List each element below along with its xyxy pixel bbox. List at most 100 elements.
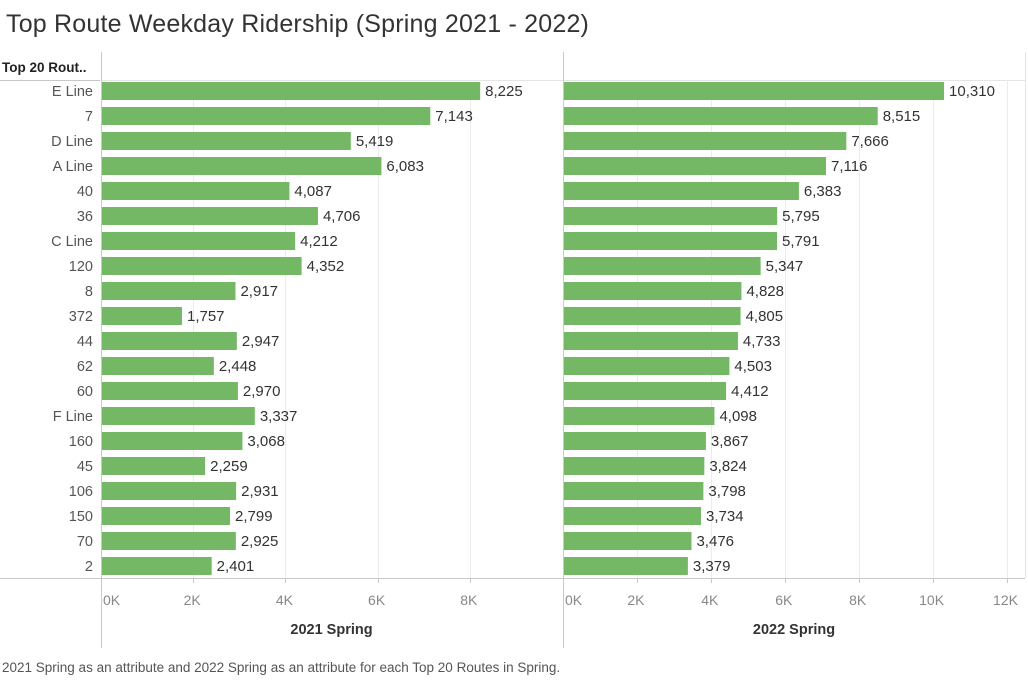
bar-1-8: [102, 282, 236, 300]
data-label-2-16: 3,798: [708, 483, 746, 500]
tick-label-1-2: 4K: [276, 592, 294, 608]
bar-2-14: [564, 432, 706, 450]
category-label-13: F Line: [53, 409, 93, 425]
data-label-1-1: 7,143: [435, 108, 473, 125]
data-label-1-3: 6,083: [386, 158, 424, 175]
data-label-2-15: 3,824: [709, 458, 747, 475]
bar-1-13: [102, 407, 255, 425]
data-label-1-2: 5,419: [356, 133, 394, 150]
category-label-9: 372: [69, 309, 93, 325]
data-label-2-10: 4,733: [743, 333, 781, 350]
bar-1-14: [102, 432, 243, 450]
data-label-1-13: 3,337: [260, 408, 298, 425]
category-label-16: 106: [69, 484, 93, 500]
bar-1-16: [102, 482, 237, 500]
data-label-1-17: 2,799: [235, 508, 273, 525]
category-label-14: 160: [69, 434, 93, 450]
data-label-1-6: 4,212: [300, 233, 338, 250]
data-label-2-9: 4,805: [746, 308, 784, 325]
category-label-4: 40: [77, 184, 93, 200]
category-label-15: 45: [77, 459, 93, 475]
data-label-2-17: 3,734: [706, 508, 744, 525]
bar-1-18: [102, 532, 236, 550]
category-label-12: 60: [77, 384, 93, 400]
bar-2-9: [564, 307, 741, 325]
bar-2-16: [564, 482, 704, 500]
category-label-7: 120: [69, 259, 93, 275]
bar-1-2: [102, 132, 351, 150]
category-label-8: 8: [85, 284, 93, 300]
category-label-19: 2: [85, 559, 93, 575]
tick-label-2-0: 0K: [565, 592, 583, 608]
category-label-0: E Line: [52, 84, 93, 100]
bar-2-4: [564, 182, 799, 200]
data-label-2-8: 4,828: [746, 283, 784, 300]
bar-2-17: [564, 507, 702, 525]
data-label-1-5: 4,706: [323, 208, 361, 225]
category-label-5: 36: [77, 209, 93, 225]
data-label-1-0: 8,225: [485, 83, 523, 100]
data-label-1-19: 2,401: [217, 558, 255, 575]
bar-2-7: [564, 257, 761, 275]
data-label-1-16: 2,931: [241, 483, 279, 500]
data-label-1-12: 2,970: [243, 383, 281, 400]
tick-label-1-4: 8K: [460, 592, 478, 608]
data-label-1-4: 4,087: [294, 183, 332, 200]
bar-chart: 8,225 7,143 5,419 6,083 4,087 4,706 4,212 4,352…: [0, 52, 1026, 648]
bar-1-17: [102, 507, 231, 525]
chart-caption: 2021 Spring as an attribute and 2022 Spr…: [2, 660, 561, 675]
data-label-2-4: 6,383: [804, 183, 842, 200]
bar-1-11: [102, 357, 214, 375]
data-label-2-1: 8,515: [883, 108, 921, 125]
bar-2-2: [564, 132, 847, 150]
bar-1-1: [102, 107, 431, 125]
bar-1-0: [102, 82, 481, 100]
chart-title: Top Route Weekday Ridership (Spring 2021…: [6, 10, 590, 38]
row-header: Top 20 Rout..: [2, 60, 87, 75]
bar-2-8: [564, 282, 742, 300]
data-label-1-9: 1,757: [187, 308, 225, 325]
bar-2-1: [564, 107, 878, 125]
bar-2-10: [564, 332, 738, 350]
tick-label-2-4: 8K: [849, 592, 867, 608]
category-label-6: C Line: [51, 234, 93, 250]
tick-label-2-1: 2K: [627, 592, 645, 608]
bar-2-13: [564, 407, 715, 425]
data-label-1-18: 2,925: [241, 533, 279, 550]
category-label-11: 62: [77, 359, 93, 375]
bar-1-15: [102, 457, 206, 475]
bar-1-10: [102, 332, 237, 350]
bar-2-19: [564, 557, 688, 575]
tick-label-2-5: 10K: [919, 592, 945, 608]
category-label-3: A Line: [53, 159, 93, 175]
bar-2-5: [564, 207, 778, 225]
data-label-1-7: 4,352: [307, 258, 345, 275]
bar-2-18: [564, 532, 692, 550]
bar-2-15: [564, 457, 705, 475]
x-axis-title-1: 2021 Spring: [290, 622, 372, 638]
tick-label-1-0: 0K: [103, 592, 121, 608]
bar-1-4: [102, 182, 290, 200]
tick-label-1-1: 2K: [184, 592, 202, 608]
x-axis-title-2: 2022 Spring: [753, 622, 835, 638]
category-label-1: 7: [85, 109, 93, 125]
bar-2-12: [564, 382, 727, 400]
tick-label-2-3: 6K: [775, 592, 793, 608]
data-label-2-14: 3,867: [711, 433, 749, 450]
category-label-18: 70: [77, 534, 93, 550]
bar-1-6: [102, 232, 296, 250]
bar-1-7: [102, 257, 302, 275]
data-label-1-10: 2,947: [242, 333, 280, 350]
bar-1-3: [102, 157, 382, 175]
tick-label-2-6: 12K: [993, 592, 1019, 608]
data-label-1-11: 2,448: [219, 358, 257, 375]
data-label-2-2: 7,666: [851, 133, 889, 150]
bar-2-0: [564, 82, 945, 100]
data-label-2-13: 4,098: [719, 408, 757, 425]
bar-1-5: [102, 207, 318, 225]
bar-1-9: [102, 307, 182, 325]
bar-1-12: [102, 382, 238, 400]
data-label-1-14: 3,068: [247, 433, 285, 450]
data-label-2-0: 10,310: [949, 83, 995, 100]
bar-2-11: [564, 357, 730, 375]
